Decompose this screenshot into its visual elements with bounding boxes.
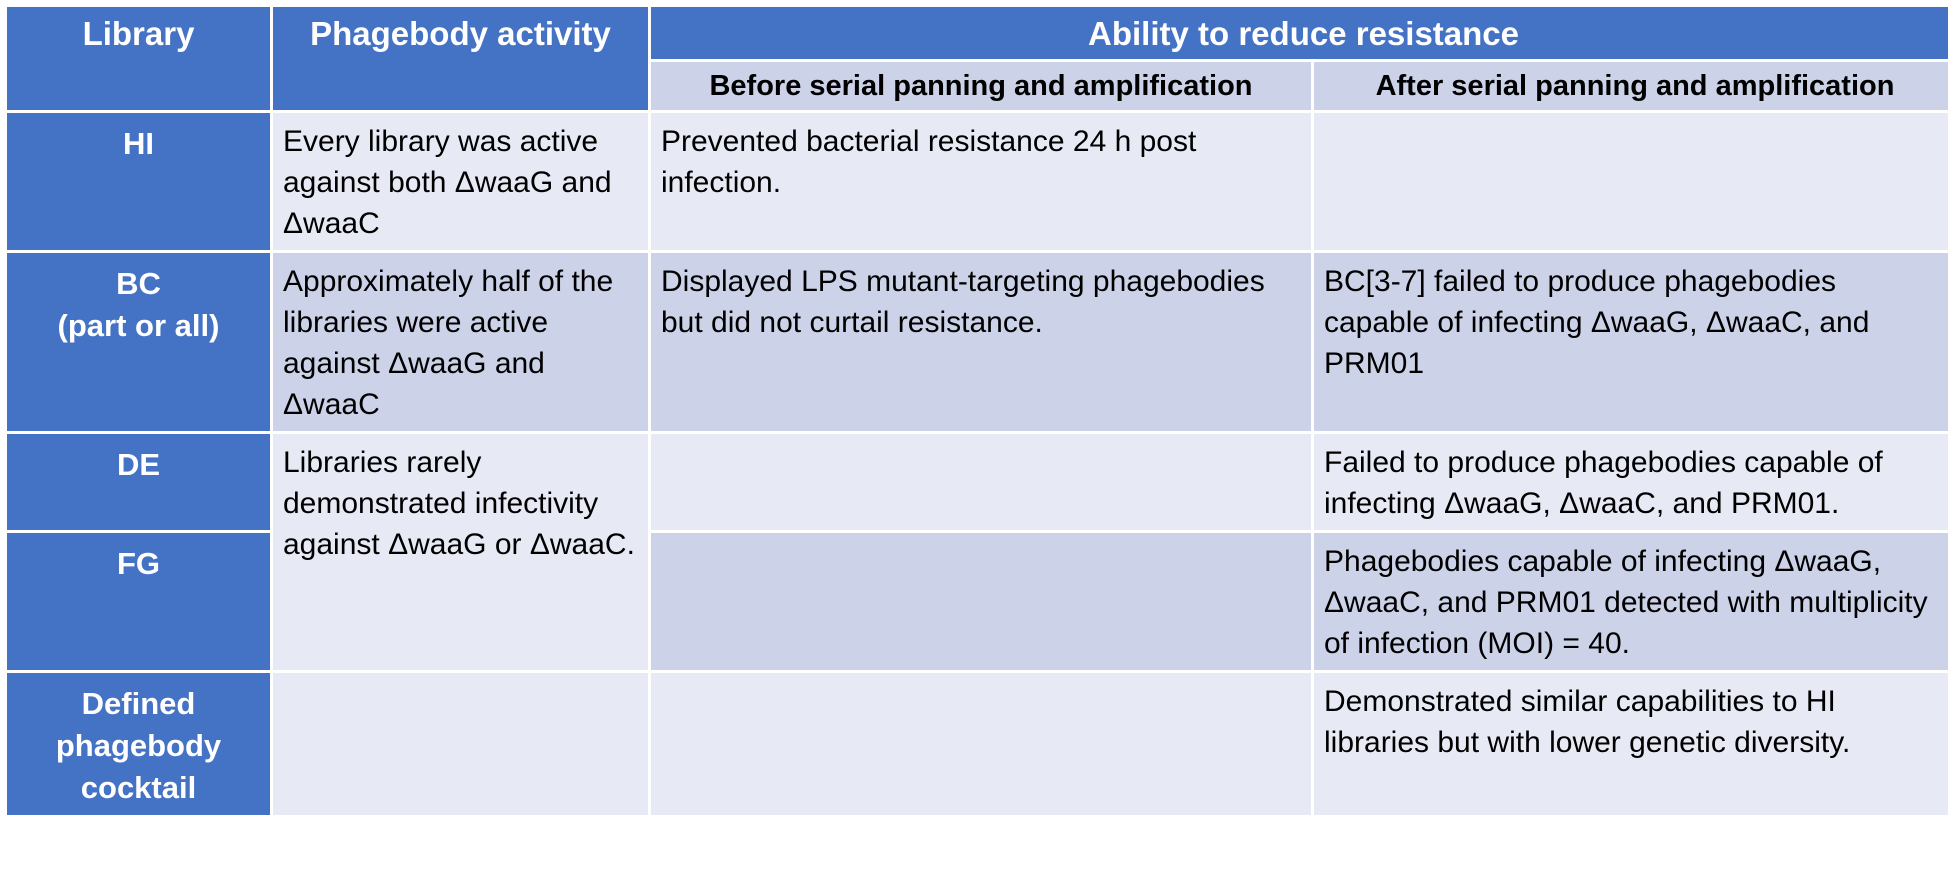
after-text: BC[3-7] failed to produce phagebodies ca…: [1324, 265, 1870, 380]
column-header-library: Library: [7, 7, 270, 110]
cell-after-bc: BC[3-7] failed to produce phagebodies ca…: [1314, 253, 1948, 431]
cell-library-hi: HI: [7, 113, 270, 250]
library-label: HI: [123, 126, 154, 161]
after-text: Demonstrated similar capabilities to HI …: [1324, 685, 1851, 759]
column-header-ability-to-reduce-resistance: Ability to reduce resistance: [651, 7, 1948, 59]
table-row: FG Phagebodies capable of infecting Δwaa…: [7, 533, 1948, 670]
header-row-sub: Before serial panning and amplification …: [7, 62, 1948, 110]
activity-text: Every library was active against both Δw…: [283, 125, 612, 240]
library-label: DE: [116, 447, 161, 482]
table-row: DE Libraries rarely demonstrated infecti…: [7, 434, 1948, 670]
cell-before-hi: Prevented bacterial resistance 24 h post…: [651, 113, 1311, 250]
cell-library-defined-cocktail: Defined phagebody cocktail: [7, 673, 270, 815]
column-header-phagebody-activity: Phagebody activity: [273, 7, 648, 110]
activity-text: Libraries rarely demonstrated infectivit…: [283, 446, 635, 561]
table-body: HI Every library was active against both…: [7, 113, 1948, 815]
cell-activity-bc: Approximately half of the libraries were…: [273, 253, 648, 431]
cell-library-bc: BC (part or all): [7, 253, 270, 431]
table-row: HI Every library was active against both…: [7, 113, 1948, 250]
cell-after-hi: [1314, 113, 1948, 250]
cell-after-defined-cocktail: Demonstrated similar capabilities to HI …: [1314, 673, 1948, 815]
activity-text: Approximately half of the libraries were…: [283, 265, 614, 421]
cell-library-de: DE: [7, 434, 270, 530]
cell-library-fg: FG: [7, 533, 270, 670]
table-row: Defined phagebody cocktail Demonstrated …: [7, 673, 1948, 815]
after-text: Failed to produce phagebodies capable of…: [1324, 446, 1883, 520]
before-text: Displayed LPS mutant-targeting phagebodi…: [661, 265, 1265, 339]
cell-after-de: Failed to produce phagebodies capable of…: [1314, 434, 1948, 530]
cell-activity-de-fg: Libraries rarely demonstrated infectivit…: [273, 434, 648, 670]
cell-before-bc: Displayed LPS mutant-targeting phagebodi…: [651, 253, 1311, 431]
cell-before-defined-cocktail: [651, 673, 1311, 815]
table-header: Library Phagebody activity Ability to re…: [7, 7, 1948, 110]
header-row-top: Library Phagebody activity Ability to re…: [7, 7, 1948, 110]
after-text: Phagebodies capable of infecting ΔwaaG, …: [1324, 545, 1928, 660]
cell-before-fg: [651, 533, 1311, 670]
before-text: Prevented bacterial resistance 24 h post…: [661, 125, 1197, 199]
library-label: BC (part or all): [57, 266, 220, 343]
phagebody-library-table: Library Phagebody activity Ability to re…: [4, 4, 1948, 818]
cell-activity-defined-cocktail: [273, 673, 648, 815]
column-header-after-serial-panning: After serial panning and amplification: [1314, 62, 1948, 110]
cell-activity-hi: Every library was active against both Δw…: [273, 113, 648, 250]
cell-after-fg: Phagebodies capable of infecting ΔwaaG, …: [1314, 533, 1948, 670]
library-label: FG: [116, 546, 161, 581]
table-row: BC (part or all) Approximately half of t…: [7, 253, 1948, 431]
column-header-before-serial-panning: Before serial panning and amplification: [651, 62, 1311, 110]
cell-before-de: [651, 434, 1311, 530]
library-label: Defined phagebody cocktail: [55, 686, 222, 805]
